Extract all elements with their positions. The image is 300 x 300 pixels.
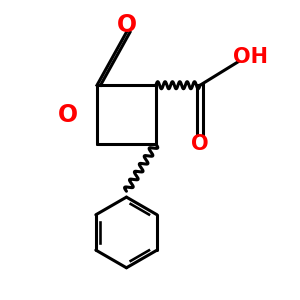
Text: O: O (58, 103, 78, 127)
Text: O: O (191, 134, 209, 154)
Text: O: O (116, 13, 136, 37)
Text: OH: OH (232, 47, 268, 67)
